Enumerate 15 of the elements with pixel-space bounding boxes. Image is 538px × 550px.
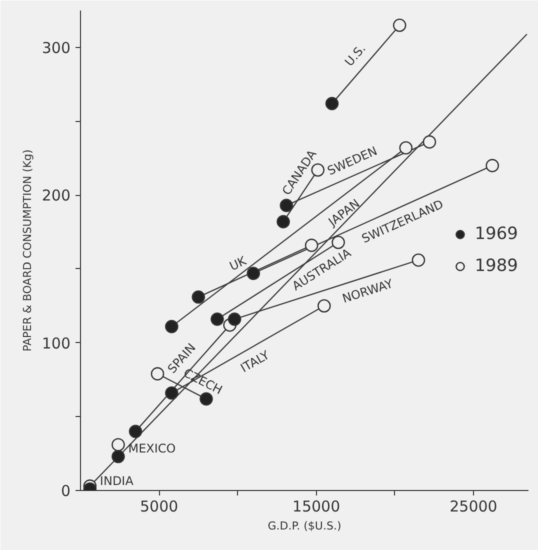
text: UK [227,253,250,274]
x-axis-title: G.D.P. ($U.S.) [268,520,342,532]
x-tick-label: 25000 [450,498,498,516]
annotation: MEXICO [128,442,176,456]
y-tick-label: 200 [42,186,71,205]
annotation: INDIA [100,474,134,488]
x-tick-label: 15000 [292,498,340,516]
y-tick-label: 0 [60,482,71,500]
x-tick-label: 5000 [140,498,178,516]
y-tick-label: 100 [42,334,71,352]
y-axis-title: PAPER & BOARD CONSUMPTION (Kg) [20,149,34,352]
text: U.S. [342,42,368,69]
legend-label: 1969 [474,224,518,244]
y-tick-label: 300 [42,38,71,57]
legend-label: 1989 [474,256,518,276]
